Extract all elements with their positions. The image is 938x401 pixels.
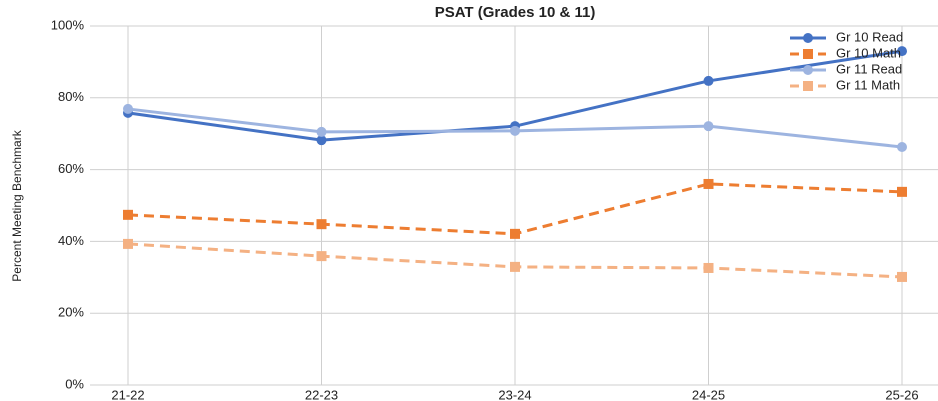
point <box>897 271 907 282</box>
y-tick-label: 40% <box>58 233 84 248</box>
point <box>897 186 907 197</box>
x-tick-label: 24-25 <box>692 387 725 401</box>
legend-marker <box>803 49 813 59</box>
point <box>123 209 133 220</box>
point <box>123 103 133 114</box>
point <box>316 135 327 146</box>
x-tick-label: 22-23 <box>305 387 338 401</box>
legend-label: Gr 11 Read <box>836 61 902 76</box>
legend-label: Gr 11 Math <box>836 77 900 92</box>
point <box>703 121 714 132</box>
point <box>510 125 520 136</box>
legend-marker <box>803 65 813 75</box>
chart-title: PSAT (Grades 10 & 11) <box>435 4 596 21</box>
y-tick-label: 60% <box>58 161 84 176</box>
point <box>703 75 714 86</box>
y-tick-label: 100% <box>51 17 85 32</box>
point <box>510 261 520 272</box>
point <box>123 238 133 249</box>
x-tick-label: 25-26 <box>885 387 918 401</box>
y-tick-label: 20% <box>58 305 84 320</box>
y-tick-label: 80% <box>58 89 84 104</box>
point <box>316 219 327 230</box>
y-tick-label: 0% <box>65 376 84 391</box>
point <box>316 126 327 137</box>
x-tick-label: 23-24 <box>498 387 531 401</box>
point <box>897 141 907 152</box>
point <box>510 228 520 239</box>
y-axis-label: Percent Meeting Benchmark <box>10 129 24 281</box>
point <box>703 178 714 189</box>
point <box>316 251 327 262</box>
point <box>703 262 714 273</box>
legend-label: Gr 10 Math <box>836 45 901 60</box>
legend-label: Gr 10 Read <box>836 29 903 44</box>
point <box>897 46 907 57</box>
x-tick-label: 21-22 <box>111 387 144 401</box>
legend-marker <box>803 81 813 91</box>
legend-marker <box>803 33 813 43</box>
